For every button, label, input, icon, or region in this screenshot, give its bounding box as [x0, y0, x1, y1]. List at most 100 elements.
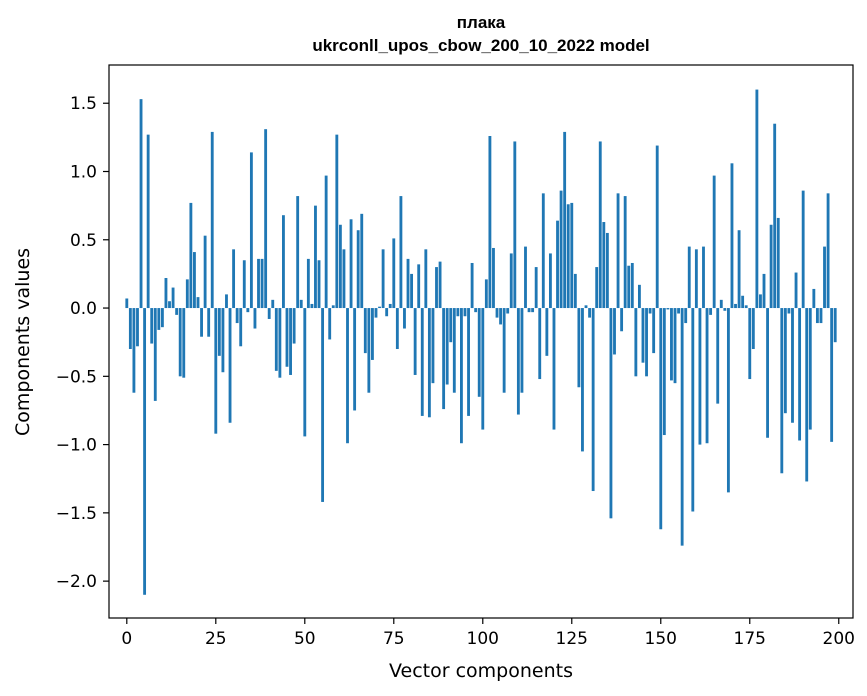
- bar: [741, 295, 745, 309]
- bar: [328, 308, 332, 340]
- x-tick-label: 125: [556, 629, 588, 649]
- bar: [798, 308, 802, 441]
- bar: [460, 308, 463, 444]
- bar: [506, 308, 510, 314]
- bar: [584, 305, 588, 309]
- bar: [225, 294, 228, 309]
- bar: [146, 134, 150, 309]
- bar: [531, 308, 535, 313]
- bar: [299, 299, 303, 309]
- bar: [559, 190, 563, 309]
- bar: [534, 267, 538, 309]
- bar: [630, 262, 634, 309]
- bar: [417, 264, 421, 309]
- bar: [819, 308, 823, 324]
- x-axis: 0 25 50 75 100 125 150 175 200: [121, 618, 855, 649]
- bar: [438, 261, 442, 309]
- y-tick-label: 0.0: [70, 299, 97, 319]
- bar: [292, 308, 296, 344]
- bar: [296, 196, 300, 309]
- bar: [691, 308, 695, 512]
- bar: [253, 308, 257, 329]
- bar: [502, 308, 506, 393]
- bar: [655, 145, 659, 309]
- y-axis-label: Components values: [12, 248, 34, 436]
- bar: [246, 308, 250, 313]
- bar: [680, 308, 684, 546]
- x-tick-label: 175: [734, 629, 766, 649]
- bar: [235, 308, 239, 324]
- bar: [552, 308, 556, 430]
- bar: [445, 308, 449, 385]
- x-tick-label: 150: [645, 629, 677, 649]
- x-tick-label: 0: [121, 629, 132, 649]
- bar: [620, 308, 624, 332]
- y-tick-label: −1.0: [56, 436, 97, 456]
- bar: [232, 249, 236, 309]
- bar: [282, 215, 285, 309]
- bar: [456, 308, 460, 317]
- bar: [431, 308, 435, 384]
- y-tick-label: −0.5: [56, 367, 97, 387]
- bar: [570, 202, 574, 309]
- bar: [484, 279, 488, 309]
- bar: [702, 246, 705, 309]
- bar: [488, 136, 492, 309]
- bar: [791, 308, 794, 423]
- bar: [314, 205, 317, 309]
- bar: [787, 308, 791, 314]
- bar: [168, 301, 171, 309]
- bar: [766, 308, 769, 438]
- bar: [249, 152, 253, 309]
- bar: [385, 308, 389, 317]
- bar: [203, 235, 207, 309]
- bar: [520, 308, 524, 393]
- bar: [509, 253, 513, 309]
- bar: [762, 273, 766, 309]
- bar: [392, 238, 396, 309]
- y-tick-label: 1.0: [70, 163, 97, 183]
- bar: [541, 193, 545, 309]
- bar: [823, 246, 826, 309]
- bar: [477, 308, 481, 397]
- bar: [338, 224, 342, 309]
- bar: [182, 308, 186, 378]
- bar: [670, 308, 673, 381]
- bar: [260, 258, 264, 309]
- bar: [609, 308, 613, 519]
- bar: [271, 299, 275, 309]
- bar: [150, 308, 154, 344]
- bar: [776, 217, 780, 309]
- bar: [463, 308, 467, 317]
- bar: [726, 308, 730, 493]
- bar: [830, 308, 834, 442]
- bar: [214, 308, 218, 434]
- bar: [153, 308, 157, 401]
- bar: [371, 308, 374, 360]
- bar: [360, 213, 364, 309]
- bar: [524, 246, 527, 309]
- bar: [780, 308, 784, 474]
- bar: [705, 308, 709, 444]
- bar: [324, 175, 328, 309]
- y-tick-label: 1.5: [70, 94, 97, 114]
- bar: [623, 196, 627, 309]
- bar: [289, 308, 292, 375]
- bar: [474, 308, 478, 313]
- bar: [306, 258, 310, 309]
- bar: [449, 308, 453, 343]
- bar: [321, 308, 325, 502]
- bar: [310, 303, 314, 309]
- bar: [470, 262, 474, 309]
- bar: [801, 190, 805, 309]
- bar: [164, 278, 168, 309]
- x-tick-label: 100: [467, 629, 499, 649]
- bar: [242, 260, 246, 309]
- bar: [210, 131, 214, 309]
- bar: [602, 222, 606, 309]
- bar: [125, 298, 129, 309]
- bar: [285, 308, 289, 367]
- bar: [267, 308, 271, 319]
- y-tick-label: 0.5: [70, 231, 97, 251]
